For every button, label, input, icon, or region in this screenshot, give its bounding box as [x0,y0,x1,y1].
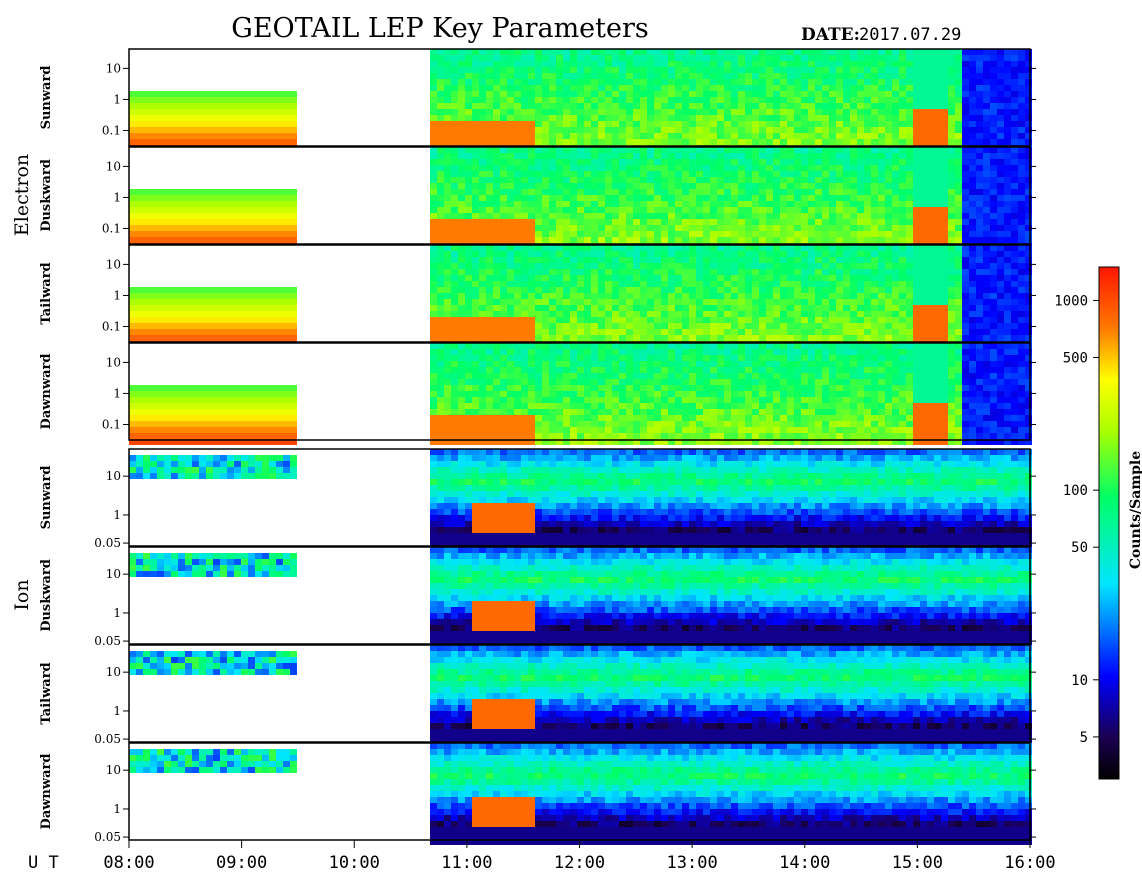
y-tick-label: 0.05 [94,732,121,746]
panel-frame [128,448,1031,547]
y-tick-label: 0.05 [94,536,121,550]
spectrogram-raster [129,743,1032,845]
colorbar-label: Counts/Sample [1128,451,1142,569]
panel-electron-sunward: 10 1 0.1 Sunward [39,48,1036,151]
x-tick-label: 12:00 [554,853,605,873]
colorbar-tick-label: 100 [1063,483,1088,499]
group-label-ion: Ion [11,579,33,610]
colorbar-tick-label: 1000 [1054,293,1088,309]
y-tick-label: 10 [106,159,121,173]
panel-ion-duskward: 10 1 0.05 Duskward [39,546,1036,649]
time-axis: U T 08:00 09:00 10:00 11:00 12:00 13:00 14:00 15… [28,840,1056,873]
y-tick-label: 1 [113,92,121,106]
y-tick-label: 1 [113,386,121,400]
direction-label: Tailward [39,662,54,724]
panel-frame [128,48,1031,147]
y-tick-label: 10 [106,257,121,271]
y-tick-label: 1 [113,190,121,204]
panel-electron-dawnward: 10 1 0.1 Dawnward [39,342,1036,445]
group-label-electron: Electron [11,154,33,236]
y-tick-label: 10 [106,61,121,75]
x-tick-label: 16:00 [1004,853,1055,873]
x-tick-label: 11:00 [441,853,492,873]
y-tick-label: 0.05 [94,634,121,648]
y-tick-label: 1 [113,508,121,522]
y-tick-label: 0.05 [94,830,121,844]
panel-frame [128,146,1031,245]
y-tick-label: 10 [106,355,121,369]
x-tick-label: 08:00 [103,853,154,873]
direction-label: Dawnward [39,354,54,430]
y-tick-label: 0.1 [102,221,121,235]
colorbar-tick-label: 10 [1071,673,1088,689]
y-tick-label: 10 [106,567,121,581]
panel-frame [128,644,1031,743]
y-tick-label: 1 [113,288,121,302]
spectrogram-raster [129,343,1032,445]
y-tick-label: 10 [106,665,121,679]
y-tick-label: 0.1 [102,123,121,137]
panel-electron-tailward: 10 1 0.1 Tailward [39,244,1036,347]
colorbar: Counts/Sample 5 10 50 100 500 1000 [1054,266,1142,780]
y-tick-label: 0.1 [102,319,121,333]
spectrogram-raster [129,449,1032,551]
direction-label: Sunward [39,66,54,130]
x-axis-prefix: U T [28,853,59,873]
y-tick-label: 10 [106,469,121,483]
date-value: 2017.07.29 [859,25,961,45]
colorbar-tick-label: 500 [1063,351,1088,367]
colorbar-gradient [1098,266,1120,780]
chart-title: GEOTAIL LEP Key Parameters [231,13,649,44]
direction-label: Duskward [39,559,54,632]
direction-label: Dawnward [39,754,54,830]
y-tick-label: 1 [113,606,121,620]
x-tick-label: 10:00 [329,853,380,873]
colorbar-tick-label: 5 [1080,730,1088,746]
y-tick-label: 0.1 [102,417,121,431]
panel-ion-sunward: 10 1 0.05 Sunward [39,448,1036,551]
panel-frame [128,546,1031,645]
spectrogram-raster [129,547,1032,649]
panel-frame [128,342,1031,441]
y-tick-label: 1 [113,704,121,718]
x-tick-label: 15:00 [892,853,943,873]
panel-ion-tailward: 10 1 0.05 Tailward [39,644,1036,747]
x-tick-label: 09:00 [216,853,267,873]
panel-electron-duskward: 10 1 0.1 Duskward [39,146,1036,249]
panel-frame [128,244,1031,343]
direction-label: Sunward [39,466,54,530]
y-tick-label: 10 [106,763,121,777]
spectrogram-raster [129,245,1032,347]
y-tick-label: 1 [113,802,121,816]
colorbar-tick-label: 50 [1071,540,1088,556]
direction-label: Duskward [39,159,54,232]
panels-area: 10 1 0.1 Sunward 10 1 0.1 Duskward 10 1 0.1 Tailwar… [39,48,1036,845]
direction-label: Tailward [39,262,54,324]
x-tick-label: 13:00 [667,853,718,873]
spectrogram-raster [129,645,1032,747]
x-tick-label: 14:00 [779,853,830,873]
date-label: DATE: [801,25,860,45]
panel-ion-dawnward: 10 1 0.05 Dawnward [39,742,1036,845]
